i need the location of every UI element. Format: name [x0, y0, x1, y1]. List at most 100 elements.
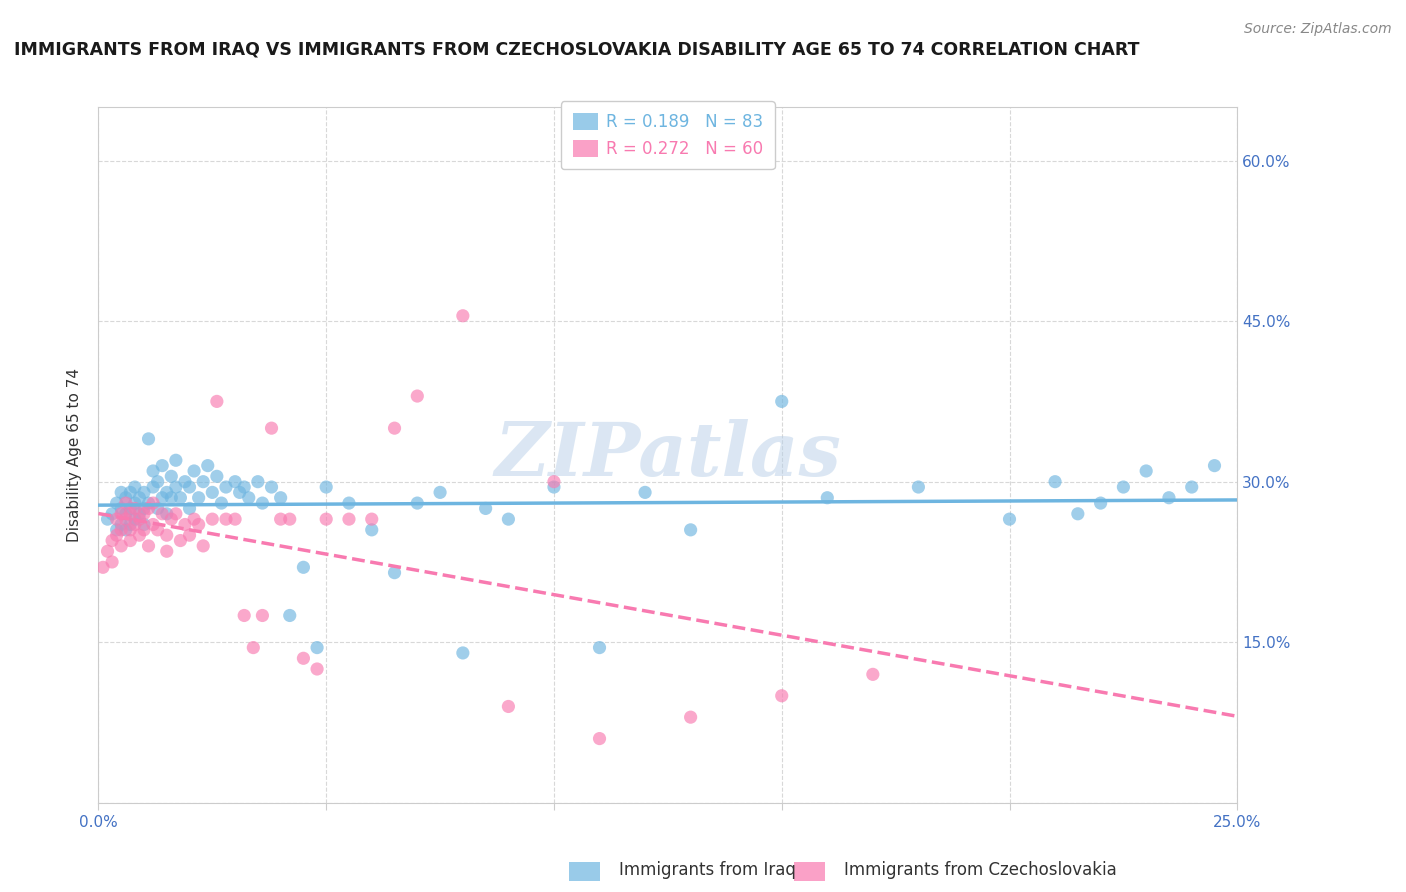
Point [278, 608, 301, 623]
Point [179, 528, 201, 542]
Point [174, 517, 197, 532]
Point [120, 485, 142, 500]
Point [132, 523, 155, 537]
Point [138, 496, 160, 510]
Point [360, 523, 382, 537]
Point [132, 501, 155, 516]
Point [246, 475, 269, 489]
Point [1204, 458, 1226, 473]
Point [105, 496, 128, 510]
Text: Immigrants from Iraq: Immigrants from Iraq [619, 861, 796, 879]
Point [315, 512, 337, 526]
Point [498, 512, 520, 526]
Point [815, 491, 838, 505]
Point [634, 485, 657, 500]
Point [120, 507, 142, 521]
Point [252, 496, 274, 510]
Point [179, 480, 201, 494]
Point [187, 517, 209, 532]
Point [1112, 480, 1135, 494]
Point [228, 485, 250, 500]
Point [179, 501, 201, 516]
Point [307, 662, 329, 676]
Point [215, 480, 238, 494]
Text: ZIPatlas: ZIPatlas [495, 418, 841, 491]
Point [120, 517, 142, 532]
Point [337, 496, 360, 510]
Point [360, 512, 382, 526]
Legend: R = 0.189   N = 83, R = 0.272   N = 60: R = 0.189 N = 83, R = 0.272 N = 60 [561, 102, 775, 169]
Point [337, 512, 360, 526]
Point [150, 491, 173, 505]
Point [384, 566, 406, 580]
Point [451, 646, 474, 660]
Point [128, 491, 150, 505]
Point [679, 523, 702, 537]
Point [160, 469, 183, 483]
Point [183, 464, 205, 478]
Point [679, 710, 702, 724]
Point [165, 480, 187, 494]
Y-axis label: Disability Age 65 to 74: Disability Age 65 to 74 [67, 368, 83, 542]
Point [114, 491, 136, 505]
Point [252, 608, 274, 623]
Point [1157, 491, 1180, 505]
Point [233, 608, 256, 623]
Point [142, 517, 165, 532]
Point [128, 507, 150, 521]
Point [770, 394, 793, 409]
Point [96, 544, 118, 558]
Point [1043, 475, 1066, 489]
Point [224, 512, 246, 526]
Point [105, 528, 128, 542]
Point [132, 517, 155, 532]
Point [142, 496, 165, 510]
Point [270, 512, 292, 526]
Point [406, 389, 429, 403]
Point [588, 731, 610, 746]
Point [146, 501, 169, 516]
Point [110, 485, 132, 500]
Point [114, 523, 136, 537]
Point [124, 501, 146, 516]
Text: Immigrants from Czechoslovakia: Immigrants from Czechoslovakia [844, 861, 1116, 879]
Point [278, 512, 301, 526]
Point [138, 539, 160, 553]
Point [224, 475, 246, 489]
Point [132, 485, 155, 500]
Point [474, 501, 496, 516]
Point [187, 491, 209, 505]
Point [110, 517, 132, 532]
Point [142, 464, 165, 478]
Point [292, 560, 315, 574]
Text: Source: ZipAtlas.com: Source: ZipAtlas.com [1244, 22, 1392, 37]
Point [197, 458, 219, 473]
Point [120, 501, 142, 516]
Point [160, 512, 183, 526]
Point [174, 475, 197, 489]
Point [193, 475, 215, 489]
Point [242, 640, 264, 655]
Point [238, 491, 260, 505]
Point [105, 512, 128, 526]
Point [429, 485, 451, 500]
Point [114, 512, 136, 526]
Point [156, 544, 179, 558]
Point [96, 512, 118, 526]
Point [101, 507, 124, 521]
Point [156, 507, 179, 521]
Point [543, 480, 565, 494]
Point [120, 533, 142, 548]
Point [451, 309, 474, 323]
Point [770, 689, 793, 703]
Point [110, 507, 132, 521]
Point [156, 485, 179, 500]
Point [156, 528, 179, 542]
Point [384, 421, 406, 435]
Point [110, 523, 132, 537]
Point [105, 523, 128, 537]
Point [205, 469, 228, 483]
Point [138, 432, 160, 446]
Point [406, 496, 429, 510]
Point [101, 533, 124, 548]
